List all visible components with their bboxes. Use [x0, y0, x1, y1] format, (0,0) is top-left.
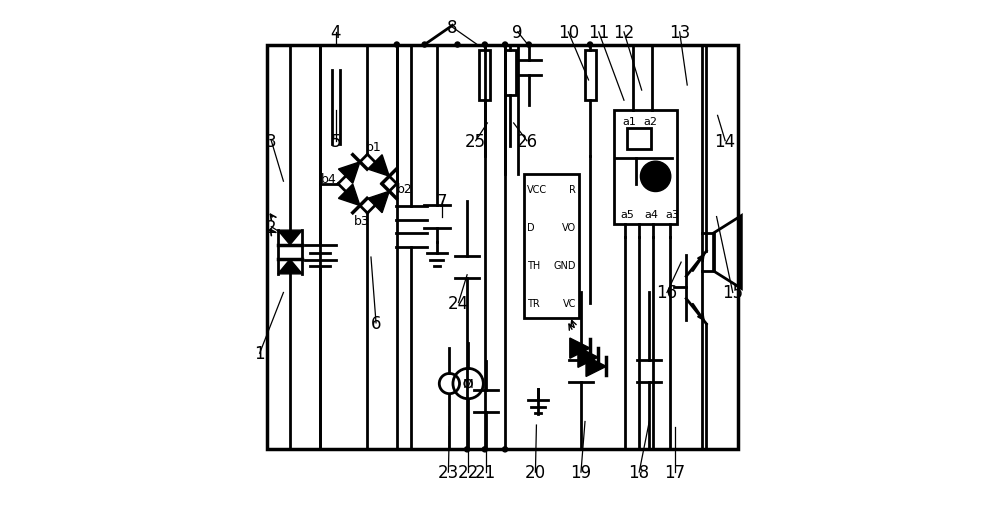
Text: 6: 6: [371, 314, 381, 332]
Text: 10: 10: [558, 24, 579, 42]
Text: 25: 25: [465, 132, 486, 150]
Text: a3: a3: [665, 210, 679, 220]
Circle shape: [482, 43, 487, 48]
Bar: [505, 50, 516, 96]
Circle shape: [465, 447, 470, 452]
Text: 18: 18: [629, 463, 650, 481]
Polygon shape: [338, 185, 360, 206]
Text: VC: VC: [563, 298, 576, 308]
Text: GND: GND: [553, 260, 576, 270]
Text: a1: a1: [622, 117, 636, 127]
Polygon shape: [278, 260, 302, 274]
Circle shape: [588, 43, 593, 48]
Text: 19: 19: [570, 463, 592, 481]
Text: TH: TH: [527, 260, 541, 270]
Bar: [479, 50, 490, 101]
Text: 7: 7: [437, 193, 447, 211]
Polygon shape: [368, 192, 389, 213]
Polygon shape: [368, 156, 389, 177]
Bar: [702, 234, 714, 272]
Text: b3: b3: [353, 215, 369, 228]
Circle shape: [640, 162, 671, 192]
Text: 23: 23: [438, 463, 459, 481]
Polygon shape: [278, 231, 302, 245]
Circle shape: [482, 447, 487, 452]
Bar: [627, 128, 651, 149]
Polygon shape: [578, 347, 598, 368]
Text: b4: b4: [321, 173, 337, 186]
Text: 26: 26: [516, 132, 537, 150]
Text: 8: 8: [447, 19, 457, 37]
Text: 16: 16: [656, 284, 678, 302]
Text: 17: 17: [664, 463, 685, 481]
Text: 24: 24: [448, 294, 469, 312]
Text: 4: 4: [330, 24, 341, 42]
Text: 12: 12: [613, 24, 635, 42]
Text: a4: a4: [645, 210, 659, 220]
Text: VCC: VCC: [527, 184, 547, 194]
Circle shape: [422, 43, 427, 48]
Text: VO: VO: [562, 222, 576, 232]
Text: b1: b1: [366, 141, 381, 154]
Bar: [585, 50, 596, 101]
Text: TR: TR: [527, 298, 540, 308]
Circle shape: [455, 43, 460, 48]
Text: 5: 5: [330, 132, 341, 150]
Bar: [614, 111, 677, 225]
Text: R: R: [569, 184, 576, 194]
Bar: [267, 45, 738, 449]
Polygon shape: [570, 338, 590, 359]
Circle shape: [394, 43, 399, 48]
Circle shape: [503, 447, 508, 452]
Text: 1: 1: [254, 344, 265, 363]
Text: 9: 9: [512, 24, 523, 42]
Text: a5: a5: [621, 210, 635, 220]
Text: 3: 3: [266, 132, 277, 150]
Text: b2: b2: [396, 183, 412, 196]
Text: 13: 13: [669, 24, 690, 42]
Text: 21: 21: [475, 463, 496, 481]
Text: 22: 22: [457, 463, 479, 481]
Text: M: M: [463, 377, 473, 390]
Text: D: D: [527, 222, 535, 232]
Text: 14: 14: [715, 132, 736, 150]
Text: 11: 11: [588, 24, 609, 42]
Bar: [524, 174, 579, 318]
Text: 20: 20: [525, 463, 546, 481]
Polygon shape: [338, 163, 360, 184]
Text: 2: 2: [266, 218, 277, 236]
Polygon shape: [586, 357, 606, 377]
Text: a2: a2: [644, 117, 658, 127]
Circle shape: [526, 43, 531, 48]
Circle shape: [503, 43, 508, 48]
Text: 15: 15: [722, 284, 743, 302]
